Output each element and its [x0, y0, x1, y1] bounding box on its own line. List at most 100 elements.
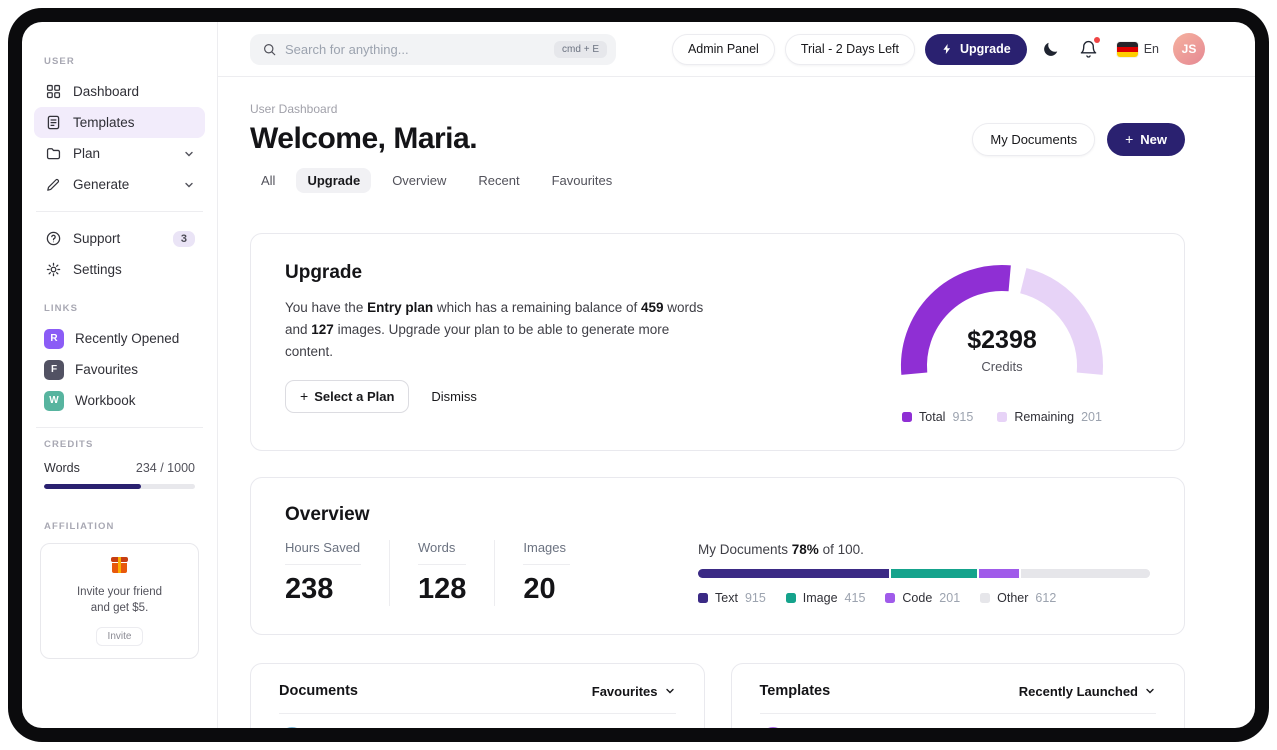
bell-icon [1079, 40, 1098, 59]
templates-filter-dropdown[interactable]: Recently Launched [1019, 684, 1156, 699]
overview-card-title: Overview [285, 504, 370, 525]
legend-item-text: Text 915 [698, 591, 766, 605]
content-area: User Dashboard Welcome, Maria. My Docume… [218, 77, 1255, 728]
affiliation-card: Invite your friend and get $5. Invite [40, 543, 199, 660]
sidebar-item-label: Generate [73, 177, 130, 192]
document-list-item[interactable]: Untitled Document in Workbook [279, 714, 676, 728]
sidebar-divider [36, 211, 203, 212]
upgrade-card: Upgrade You have the Entry plan which ha… [250, 233, 1185, 451]
legend-item-code: Code 201 [885, 591, 960, 605]
link-initial-avatar: W [44, 390, 64, 411]
documents-progress-text: My Documents 78% of 100. [698, 542, 864, 557]
link-initial-avatar: F [44, 359, 64, 380]
tab-overview[interactable]: Overview [392, 173, 447, 188]
sidebar-item-support[interactable]: Support 3 [34, 223, 205, 254]
sidebar-link-label: Workbook [75, 393, 136, 408]
language-selector[interactable]: En [1113, 41, 1163, 57]
gauge-segment-total [900, 264, 1011, 375]
dark-mode-toggle[interactable] [1037, 34, 1065, 64]
overview-stats: Hours Saved 238 Words 128 Images 20 [285, 540, 598, 606]
sidebar-section-user: USER [44, 56, 75, 67]
moon-icon [1041, 40, 1060, 59]
sidebar-link-recently-opened[interactable]: R Recently Opened [34, 323, 205, 354]
sidebar-item-label: Dashboard [73, 84, 140, 99]
notifications-button[interactable] [1075, 34, 1103, 64]
flag-de-icon [1116, 41, 1138, 57]
sidebar-item-label: Settings [73, 262, 122, 277]
legend-item-image: Image 415 [785, 591, 865, 605]
user-avatar[interactable]: JS [1173, 33, 1205, 65]
tab-all[interactable]: All [261, 173, 276, 188]
stat-words: Words 128 [389, 540, 494, 606]
sidebar-item-plan[interactable]: Plan [34, 138, 205, 169]
bar-segment-other [1021, 569, 1150, 578]
link-initial-avatar: R [44, 328, 64, 349]
credits-caption: Credits [981, 359, 1023, 374]
chevron-down-icon [1144, 685, 1156, 697]
invite-button[interactable]: Invite [95, 627, 144, 647]
legend-swatch [785, 593, 796, 603]
documents-progress: My Documents 78% of 100. Text 915 [698, 540, 1150, 606]
stat-hours-saved: Hours Saved 238 [285, 540, 361, 605]
chevron-down-icon [183, 179, 195, 191]
credits-progress-fill [44, 484, 141, 489]
main-area: cmd + E Admin Panel Trial - 2 Days Left … [218, 22, 1255, 728]
bar-segment-image [891, 569, 979, 578]
sidebar-section-links: LINKS [44, 303, 78, 314]
grid-icon [44, 83, 62, 101]
progress-legend: Text 915 Image 415 Code 20 [698, 591, 1150, 605]
sidebar-link-label: Recently Opened [75, 331, 180, 346]
documents-filter-dropdown[interactable]: Favourites [592, 684, 676, 699]
select-plan-button[interactable]: + Select a Plan [285, 379, 410, 413]
sidebar-section-affiliation: AFFILIATION [44, 521, 115, 532]
gear-icon [44, 261, 62, 279]
tab-favourites[interactable]: Favourites [551, 173, 613, 188]
legend-swatch [902, 412, 913, 422]
dismiss-button[interactable]: Dismiss [431, 388, 477, 404]
template-list-item[interactable]: Blog Post Title in Workbook [759, 714, 1157, 728]
app-window: USER Dashboard Templates Plan [22, 22, 1255, 728]
stacked-progress-bar [698, 569, 1150, 578]
new-button[interactable]: + New [1107, 122, 1185, 156]
sidebar-item-settings[interactable]: Settings [34, 254, 205, 285]
support-count-badge: 3 [172, 230, 195, 247]
my-documents-button[interactable]: My Documents [972, 122, 1096, 156]
document-avatar [279, 727, 305, 728]
legend-swatch [698, 593, 708, 603]
search-input[interactable] [285, 41, 547, 57]
lightning-bolt-icon [941, 43, 953, 55]
breadcrumb: User Dashboard [250, 102, 338, 116]
notification-dot [1093, 37, 1100, 43]
sidebar-link-workbook[interactable]: W Workbook [34, 385, 205, 416]
sidebar-item-generate[interactable]: Generate [34, 169, 205, 200]
bar-segment-code [978, 569, 1022, 578]
sidebar-item-templates[interactable]: Templates [34, 107, 205, 138]
plus-icon: + [300, 388, 309, 405]
legend-swatch [997, 412, 1008, 422]
chevron-down-icon [183, 148, 195, 160]
sidebar-item-label: Templates [73, 115, 135, 130]
legend-item-total: Total 915 [902, 410, 973, 424]
sidebar-item-dashboard[interactable]: Dashboard [34, 76, 205, 107]
template-avatar [759, 727, 786, 728]
folder-icon [44, 145, 62, 163]
admin-panel-button[interactable]: Admin Panel [671, 33, 775, 65]
legend-item-remaining: Remaining 201 [997, 410, 1102, 424]
sidebar-link-label: Favourites [75, 362, 139, 377]
credits-progress-bar [44, 484, 195, 489]
upgrade-button[interactable]: Upgrade [925, 33, 1027, 65]
gauge-legend: Total 915 Remaining 201 [902, 410, 1102, 424]
bar-segment-text [698, 569, 891, 578]
plus-icon: + [1125, 131, 1134, 147]
credits-label: Words [44, 461, 80, 475]
page-title: Welcome, Maria. [250, 122, 478, 155]
trial-status-button[interactable]: Trial - 2 Days Left [784, 33, 915, 65]
sidebar-link-favourites[interactable]: F Favourites [34, 354, 205, 385]
search-bar[interactable]: cmd + E [250, 33, 616, 65]
tab-recent[interactable]: Recent [478, 173, 520, 188]
document-icon [44, 114, 62, 132]
tab-upgrade[interactable]: Upgrade [296, 168, 372, 193]
language-label: En [1143, 42, 1159, 56]
affiliation-text: Invite your friend and get $5. [76, 586, 162, 614]
sidebar: USER Dashboard Templates Plan [22, 22, 218, 728]
